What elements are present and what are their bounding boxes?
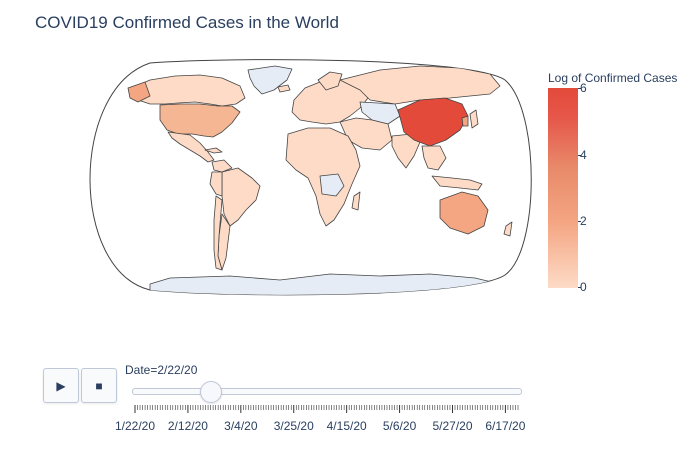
country-greenland[interactable]: [247, 65, 293, 95]
slider-tick-label[interactable]: 3/4/20: [224, 419, 258, 433]
country-caribbean[interactable]: [204, 147, 223, 154]
country-alaska-usa[interactable]: [127, 81, 151, 103]
colorbar-tick: 4: [580, 148, 587, 162]
country-australia[interactable]: [439, 191, 489, 235]
country-russia[interactable]: [339, 65, 501, 105]
country-madagascar[interactable]: [351, 191, 361, 211]
play-button[interactable]: ▶: [43, 368, 79, 403]
country-chile[interactable]: [213, 195, 223, 271]
country-iceland[interactable]: [277, 84, 291, 93]
colorbar-tick: 6: [580, 81, 587, 95]
country-china[interactable]: [397, 97, 469, 147]
slider-tick-label[interactable]: 3/25/20: [273, 419, 314, 433]
country-mexico[interactable]: [167, 131, 215, 163]
stop-button[interactable]: ■: [81, 368, 117, 403]
slider-tick-label[interactable]: 5/6/20: [382, 419, 417, 433]
date-slider-track[interactable]: [132, 388, 522, 395]
country-peru[interactable]: [209, 171, 223, 197]
colorbar-title: Log of Confirmed Cases: [548, 71, 678, 85]
date-slider-handle[interactable]: [200, 381, 222, 403]
country-canada[interactable]: [131, 74, 246, 107]
country-south-korea[interactable]: [461, 115, 469, 127]
colorbar-tick: 2: [580, 214, 587, 228]
colorbar-tick: 0: [580, 280, 587, 294]
colorbar: [548, 88, 578, 288]
slider-tick-label[interactable]: 5/27/20: [432, 419, 473, 433]
current-date-label: Date=2/22/20: [125, 363, 198, 377]
region-southeast-asia[interactable]: [421, 145, 447, 171]
slider-tick-label[interactable]: 1/22/20: [114, 419, 156, 433]
slider-tick-label[interactable]: 2/12/20: [167, 419, 208, 433]
slider-tick-label[interactable]: 6/17/20: [485, 419, 526, 433]
country-japan[interactable]: [469, 109, 479, 129]
country-brazil[interactable]: [221, 167, 261, 227]
chart-title: COVID19 Confirmed Cases in the World: [35, 13, 339, 32]
slider-tick-label[interactable]: 4/15/20: [326, 419, 367, 433]
country-indonesia[interactable]: [431, 175, 483, 191]
country-usa[interactable]: [159, 103, 241, 138]
country-dr-congo[interactable]: [319, 173, 345, 197]
play-icon: ▶: [56, 378, 66, 393]
stop-icon: ■: [95, 378, 103, 393]
country-new-zealand[interactable]: [503, 221, 513, 237]
country-colombia[interactable]: [211, 159, 233, 173]
